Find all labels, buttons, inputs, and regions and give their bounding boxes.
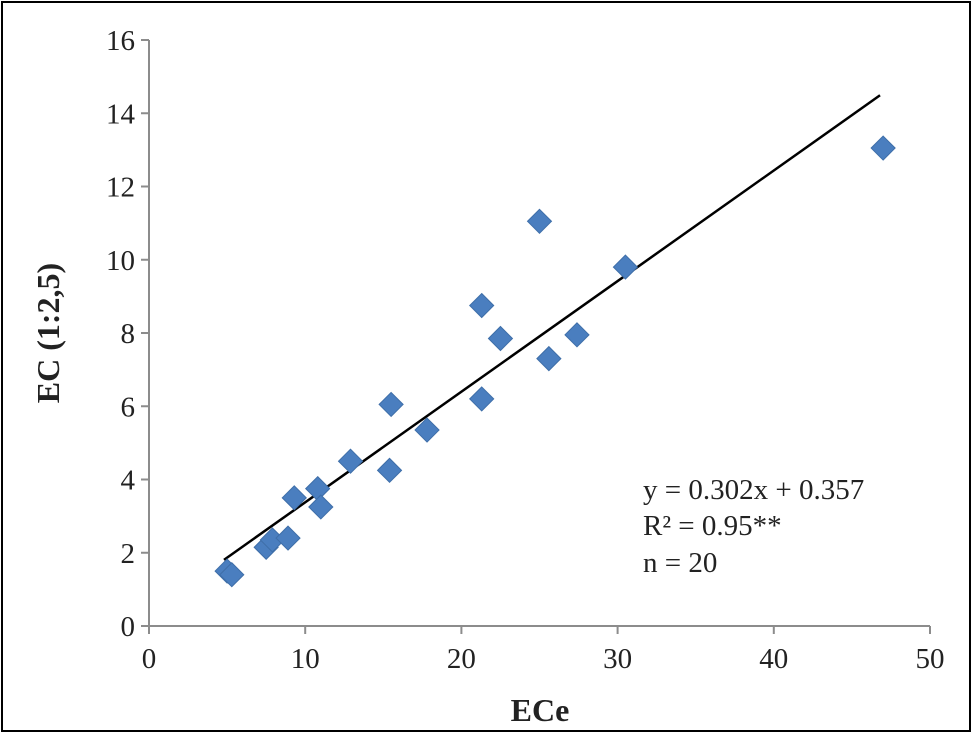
data-point — [487, 325, 514, 352]
y-axis-title: EC (1:2,5) — [30, 263, 66, 403]
regression-annotation: y = 0.302x + 0.357 R² = 0.95** n = 20 — [643, 474, 864, 579]
y-tick-label: 2 — [121, 538, 136, 570]
data-point — [526, 208, 553, 235]
data-point — [219, 562, 245, 588]
data-point — [870, 135, 896, 161]
data-point — [308, 494, 334, 520]
y-tick-label: 4 — [121, 465, 136, 497]
data-points — [214, 135, 896, 588]
x-tick-label: 40 — [759, 643, 788, 675]
plot-area: 0 10 20 30 40 50 0 2 4 6 8 10 12 14 16 — [106, 25, 945, 675]
y-tick-label: 14 — [106, 98, 136, 130]
x-ticks: 0 10 20 30 40 50 — [142, 626, 945, 675]
y-tick-label: 12 — [106, 172, 135, 204]
data-point — [304, 475, 331, 502]
data-point — [378, 391, 404, 418]
data-point — [468, 386, 495, 412]
data-point — [337, 448, 364, 474]
data-point — [536, 345, 562, 372]
data-point — [414, 417, 440, 443]
data-point — [612, 254, 639, 280]
y-tick-label: 10 — [106, 245, 135, 277]
trendline — [223, 94, 881, 561]
trendline-group — [223, 94, 881, 561]
x-tick-label: 0 — [142, 643, 157, 675]
data-point — [564, 322, 590, 348]
x-tick-label: 50 — [916, 643, 945, 675]
x-tick-label: 10 — [291, 643, 320, 675]
y-tick-label: 16 — [106, 25, 135, 57]
x-tick-label: 20 — [447, 643, 476, 675]
x-tick-label: 30 — [603, 643, 632, 675]
y-tick-label: 8 — [121, 318, 136, 350]
data-point — [275, 525, 301, 551]
y-tick-label: 6 — [121, 391, 136, 423]
scatter-chart: 0 10 20 30 40 50 0 2 4 6 8 10 12 14 16 ECe EC (1:2,5)… — [30, 25, 945, 728]
y-tick-label: 0 — [121, 611, 136, 643]
y-ticks: 0 2 4 6 8 10 12 14 16 — [106, 25, 149, 643]
r-squared-label: R² = 0.95** — [643, 510, 782, 542]
equation-label: y = 0.302x + 0.357 — [643, 474, 864, 506]
data-point — [281, 485, 307, 511]
sample-size-label: n = 20 — [643, 547, 717, 579]
data-point — [468, 292, 495, 319]
data-point — [376, 457, 403, 484]
x-axis-title: ECe — [511, 692, 570, 728]
